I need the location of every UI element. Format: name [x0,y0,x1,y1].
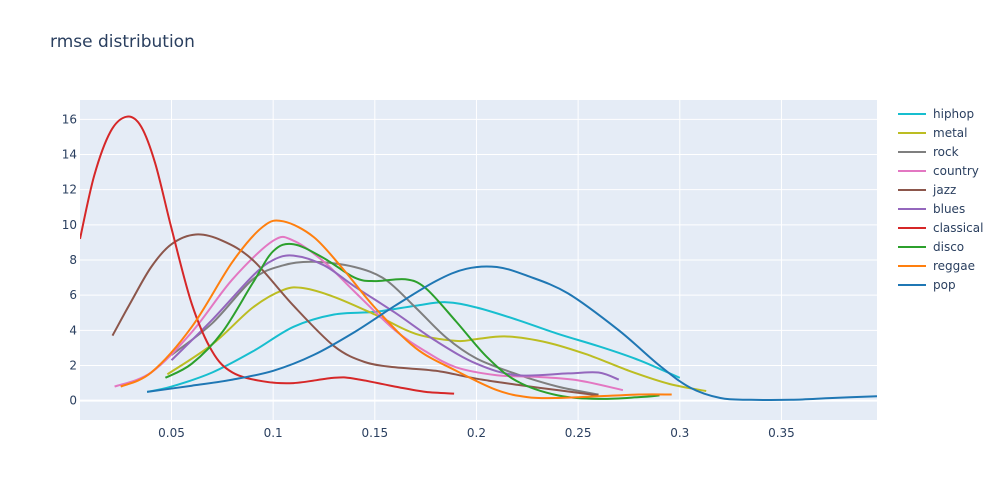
series-line-jazz[interactable] [111,233,599,397]
legend[interactable]: hiphop metal rock country jazz blues classical… [898,107,983,292]
x-tick-label: 0.3 [670,426,689,440]
legend-item-classical[interactable]: classical [933,221,983,235]
x-tick-label: 0.35 [768,426,795,440]
x-tick-label: 0.1 [264,426,283,440]
x-tick-label: 0.15 [361,426,388,440]
series-line-reggae[interactable] [120,219,672,400]
series-line-disco[interactable] [164,242,660,400]
y-tick-label: 4 [69,323,77,337]
series-line-classical[interactable] [80,115,455,395]
y-tick-label: 12 [62,183,77,197]
y-tick-label: 2 [69,358,77,372]
series-line-metal[interactable] [166,286,707,392]
x-tick-label: 0.25 [565,426,592,440]
legend-item-disco[interactable]: disco [933,240,964,254]
legend-item-jazz[interactable]: jazz [932,183,956,197]
legend-item-hiphop[interactable]: hiphop [933,107,974,121]
series-lines [80,115,877,402]
legend-item-country[interactable]: country [933,164,979,178]
y-axis: 0 2 4 6 8 10 12 14 16 [62,112,77,407]
legend-item-metal[interactable]: metal [933,126,967,140]
legend-item-pop[interactable]: pop [933,278,956,292]
y-tick-label: 8 [69,253,77,267]
y-tick-label: 10 [62,218,77,232]
y-tick-label: 6 [69,288,77,302]
legend-item-rock[interactable]: rock [933,145,959,159]
legend-item-reggae[interactable]: reggae [933,259,975,273]
y-tick-label: 16 [62,112,77,126]
y-tick-label: 0 [69,394,77,408]
x-tick-label: 0.2 [467,426,486,440]
series-line-blues[interactable] [170,254,620,381]
x-tick-label: 0.05 [158,426,185,440]
chart-title: rmse distribution [50,32,195,52]
x-axis: 0.05 0.1 0.15 0.2 0.25 0.3 0.35 [158,426,795,440]
series-line-pop[interactable] [146,265,877,402]
y-tick-label: 14 [62,148,77,162]
legend-item-blues[interactable]: blues [933,202,965,216]
